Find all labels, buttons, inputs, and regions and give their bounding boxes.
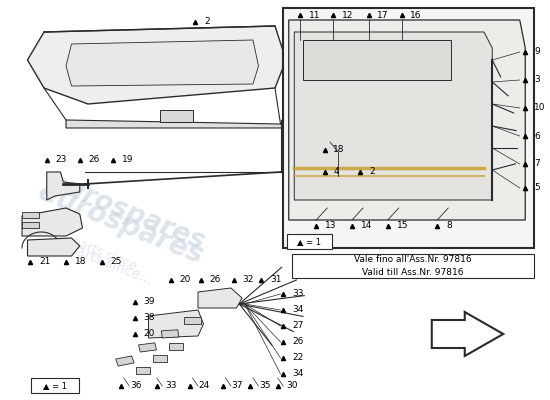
Text: 27: 27 [292,322,304,330]
Text: 33: 33 [166,382,177,390]
Text: 22: 22 [292,354,303,362]
Text: 30: 30 [287,382,298,390]
Text: ▲ = 1: ▲ = 1 [297,238,321,246]
Bar [161,330,179,338]
Bar [22,212,38,218]
Text: 6: 6 [534,132,540,140]
Text: 33: 33 [292,290,304,298]
Text: 14: 14 [361,222,372,230]
Text: 26: 26 [89,156,100,164]
Text: 37: 37 [232,382,243,390]
Polygon shape [47,172,80,200]
Text: 16: 16 [410,11,422,20]
Text: 26: 26 [292,338,304,346]
Text: 2: 2 [369,168,375,176]
Bar [116,356,134,366]
Text: 12: 12 [342,11,353,20]
Text: 35: 35 [259,382,271,390]
FancyBboxPatch shape [283,8,534,248]
Text: 5: 5 [534,184,540,192]
Text: 3: 3 [534,76,540,84]
Text: 18: 18 [333,146,345,154]
Polygon shape [294,32,492,200]
Text: 39: 39 [144,298,155,306]
Bar [139,343,157,352]
Text: 13: 13 [325,222,337,230]
Text: eurospares: eurospares [45,169,208,255]
Text: 34: 34 [292,370,304,378]
Text: 24: 24 [199,382,210,390]
FancyBboxPatch shape [292,254,534,278]
Polygon shape [148,310,204,338]
Text: Vale fino all'Ass.Nr. 97816
Valid till Ass.Nr. 97816: Vale fino all'Ass.Nr. 97816 Valid till A… [354,254,471,278]
Text: 20: 20 [144,330,155,338]
FancyBboxPatch shape [31,378,79,393]
Text: 9: 9 [534,48,540,56]
Text: 18: 18 [75,258,86,266]
Text: 23: 23 [56,156,67,164]
Polygon shape [198,288,242,308]
Polygon shape [22,208,82,236]
Bar [169,343,183,350]
Text: 36: 36 [130,382,141,390]
Text: 26: 26 [210,276,221,284]
Bar [160,110,192,122]
Text: 17: 17 [377,11,389,20]
Text: 38: 38 [144,314,155,322]
Polygon shape [66,40,258,86]
Text: 7: 7 [534,160,540,168]
Text: 21: 21 [39,258,51,266]
Text: 2: 2 [204,18,210,26]
Text: 31: 31 [270,276,282,284]
Polygon shape [302,40,451,80]
Text: 11: 11 [309,11,320,20]
Text: 8: 8 [446,222,452,230]
Polygon shape [66,116,292,128]
Polygon shape [289,20,525,220]
Bar [136,367,150,374]
Text: 32: 32 [243,276,254,284]
Text: 25: 25 [111,258,122,266]
FancyBboxPatch shape [287,234,332,249]
Text: eurospares: eurospares [35,178,207,270]
Text: 4: 4 [333,168,339,176]
Text: parts since...: parts since... [70,235,150,277]
Polygon shape [28,26,286,104]
Text: 20: 20 [179,276,191,284]
Text: 10: 10 [534,104,546,112]
Text: 19: 19 [122,156,133,164]
Polygon shape [432,312,503,356]
Text: ▲ = 1: ▲ = 1 [43,382,67,390]
Text: parts since...: parts since... [66,241,154,287]
Bar [184,317,201,324]
Text: 15: 15 [397,222,408,230]
Polygon shape [28,238,80,256]
Bar [153,355,167,362]
Bar [22,222,38,228]
Text: 34: 34 [292,306,304,314]
